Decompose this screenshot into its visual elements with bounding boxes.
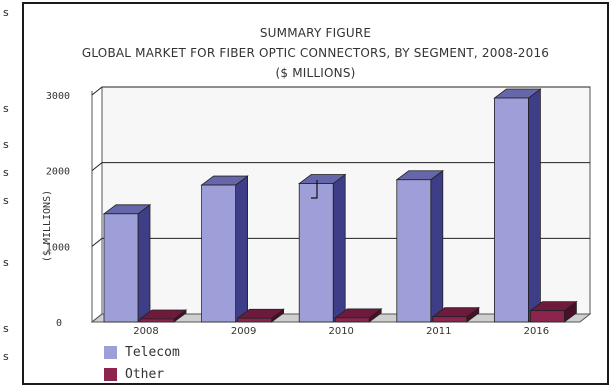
bar-side-telecom xyxy=(528,88,541,323)
x-tick-label: 2010 xyxy=(328,326,353,337)
bar-side-telecom xyxy=(430,169,444,323)
bar-side-telecom xyxy=(332,173,346,323)
x-tick-label: 2009 xyxy=(231,326,256,337)
legend-item-other: Other xyxy=(104,366,164,382)
x-tick-label: 2016 xyxy=(524,326,549,337)
x-tick-label: 2011 xyxy=(426,326,451,337)
bar-side-telecom xyxy=(137,203,151,323)
chart-title: SUMMARY FIGURE xyxy=(259,26,372,40)
page-edge: s s s s s s s s xyxy=(0,0,22,389)
bar-other xyxy=(334,317,370,323)
edge-text: s xyxy=(3,194,9,207)
bar-other xyxy=(139,318,175,323)
y-axis-label: ($ MILLIONS) xyxy=(42,190,53,262)
bar-other xyxy=(432,316,468,323)
edge-text: s xyxy=(3,256,9,269)
bar-telecom xyxy=(298,183,334,323)
edge-text: s xyxy=(3,166,9,179)
legend-item-telecom: Telecom xyxy=(104,344,180,360)
y-tick-label: 1000 xyxy=(46,242,70,253)
gridline-depth xyxy=(91,237,103,247)
text-cursor-icon xyxy=(311,180,318,199)
legend-label-telecom: Telecom xyxy=(125,344,180,360)
gridline-depth xyxy=(91,86,103,96)
bar-other xyxy=(237,317,273,323)
bar-telecom xyxy=(396,179,432,323)
gridline-depth xyxy=(91,162,103,172)
legend-swatch-other xyxy=(104,367,117,381)
edge-text: s xyxy=(3,6,9,19)
edge-text: s xyxy=(3,322,9,335)
bar-telecom xyxy=(201,184,237,323)
legend-swatch-telecom xyxy=(104,345,117,359)
legend-label-other: Other xyxy=(125,366,165,382)
edge-text: s xyxy=(3,350,9,363)
y-tick-label: 0 xyxy=(56,318,62,329)
edge-text: s xyxy=(3,102,9,115)
x-tick-label: 2008 xyxy=(133,326,158,337)
edge-text: s xyxy=(3,138,9,151)
y-axis-depth-line xyxy=(91,313,103,323)
chart-units-line: ($ MILLIONS) xyxy=(275,66,356,80)
bar-telecom xyxy=(103,213,139,323)
y-tick-label: 3000 xyxy=(46,91,70,102)
bar-other xyxy=(530,310,565,323)
chart-subtitle: GLOBAL MARKET FOR FIBER OPTIC CONNECTORS… xyxy=(81,46,550,60)
bar-telecom xyxy=(493,97,529,323)
y-tick-label: 2000 xyxy=(46,167,70,178)
bar-side-telecom xyxy=(235,175,249,323)
